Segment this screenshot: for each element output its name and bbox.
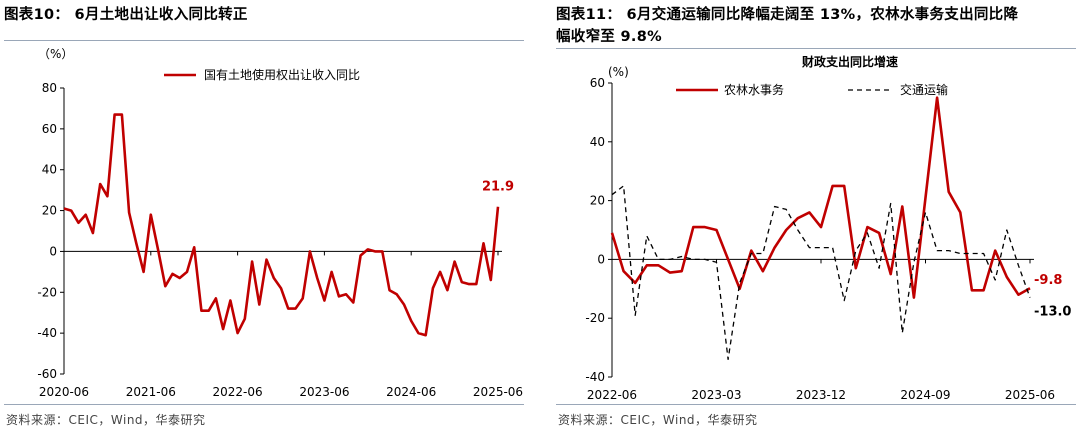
left-x-tick-label: 2020-06 [39, 385, 89, 399]
left-source-note: 资料来源：CEIC，Wind，华泰研究 [6, 413, 206, 427]
left-x-tick-label: 2025-06 [473, 385, 523, 399]
left-y-tick-label: -40 [37, 326, 57, 340]
left-y-tick-label: 0 [49, 244, 57, 258]
right-chart-subtitle: 财政支出同比增速 [801, 54, 898, 69]
left-x-tick-label: 2024-06 [386, 385, 436, 399]
left-y-tick-label: 60 [42, 122, 57, 136]
right-title-line2: 幅收窄至 9.8% [556, 29, 662, 45]
right-y-tick-label: -20 [585, 311, 605, 325]
left-source-divider [4, 404, 524, 405]
left-x-tick-label: 2022-06 [213, 385, 263, 399]
left-chart-panel: 图表10： 6月土地出让收入同比转正 （%） 国有土地使用权出让收入同比 80 6… [0, 0, 528, 435]
right-y-tick-label: 40 [590, 135, 605, 149]
right-title-divider [556, 48, 1076, 49]
left-unit-label: （%） [38, 47, 73, 61]
right-legend-label-agri: 农林水事务 [724, 82, 784, 97]
right-series-end-label-1: -13.0 [1034, 305, 1071, 320]
right-series-line-1 [611, 185, 1031, 361]
left-x-tick-label: 2021-06 [126, 385, 176, 399]
left-y-tick-label: 80 [42, 81, 57, 95]
right-chart-panel: 图表11： 6月交通运输同比降幅走阔至 13%，农林水事务支出同比降 幅收窄至 … [552, 0, 1080, 435]
right-y-tick-label: 20 [590, 194, 605, 208]
right-legend-label-transport: 交通运输 [900, 82, 948, 97]
left-x-tick-label: 2023-06 [299, 385, 349, 399]
left-y-tick-label: 20 [42, 204, 57, 218]
right-y-tick-label: -40 [585, 370, 605, 384]
left-line-chart: （%） 国有土地使用权出让收入同比 80 60 40 20 0 -20 -40 -60 2020… [37, 47, 523, 399]
right-y-tick-label: 0 [597, 252, 605, 266]
right-x-tick-label: 2024-09 [900, 388, 950, 402]
right-unit-label: (%) [608, 65, 629, 79]
left-y-tick-label: -20 [37, 285, 57, 299]
right-source-divider [556, 404, 1076, 405]
right-y-tick-label: 60 [590, 76, 605, 90]
right-source-note: 资料来源：CEIC，Wind，华泰研究 [558, 413, 758, 427]
right-x-tick-label: 2025-06 [1005, 388, 1055, 402]
left-y-tick-label: -60 [37, 367, 57, 381]
left-y-tick-label: 40 [42, 163, 57, 177]
right-series-end-label-0: -9.8 [1034, 273, 1062, 288]
right-x-tick-label: 2023-03 [691, 388, 741, 402]
left-title-divider [4, 40, 524, 41]
right-chart-title: 图表11： 6月交通运输同比降幅走阔至 13%，农林水事务支出同比降 幅收窄至 … [556, 4, 1076, 48]
right-x-tick-label: 2022-06 [587, 388, 637, 402]
right-title-line1: 图表11： 6月交通运输同比降幅走阔至 13%，农林水事务支出同比降 [556, 7, 1019, 23]
right-line-chart: 财政支出同比增速 (%) 农林水事务 交通运输 60 40 20 0 -20 -40 202… [585, 54, 1071, 402]
left-series-line-0 [63, 113, 500, 337]
right-series-line-0 [610, 96, 1031, 299]
left-series-end-label-0: 21.9 [482, 180, 514, 195]
left-legend-label: 国有土地使用权出让收入同比 [204, 67, 360, 82]
right-x-tick-label: 2023-12 [796, 388, 846, 402]
left-chart-title: 图表10： 6月土地出让收入同比转正 [4, 7, 248, 23]
